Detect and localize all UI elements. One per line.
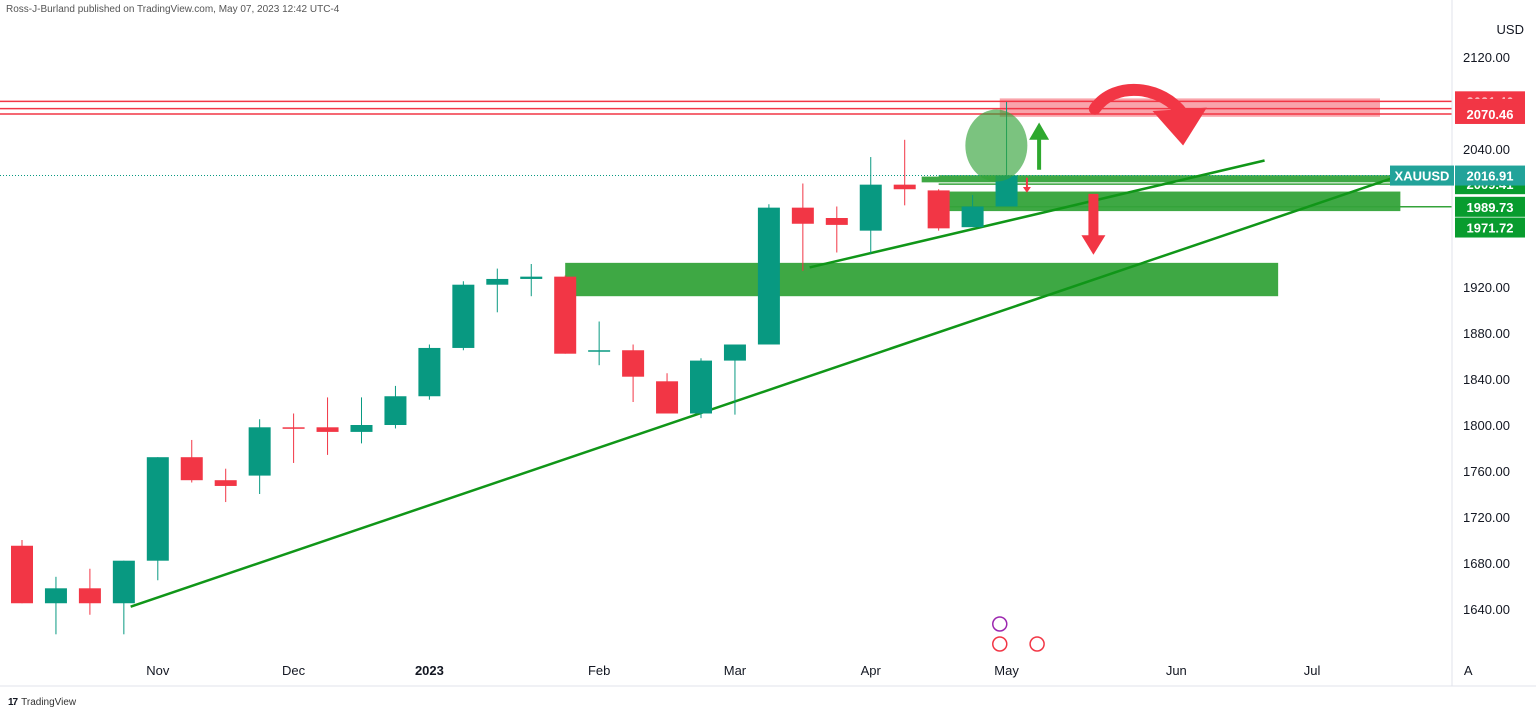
candle-down [316, 427, 339, 432]
price-tick-label: 1840.00 [1463, 372, 1510, 387]
support-zone [565, 262, 1279, 297]
candle-up [44, 588, 67, 604]
price-badge-label: 1989.73 [1467, 200, 1514, 215]
candle-down [791, 207, 814, 224]
candle-up [588, 350, 611, 352]
time-tick-label: Dec [282, 663, 306, 678]
us-event-icon [1029, 636, 1045, 652]
small-down-arrow-head-icon [1022, 186, 1031, 193]
price-tick-label: 2120.00 [1463, 50, 1510, 65]
candle-down [554, 276, 577, 354]
candle-down [282, 427, 305, 429]
candle-down [893, 184, 916, 190]
price-badge-label: 1971.72 [1467, 221, 1514, 236]
down-arrow-icon [1081, 193, 1106, 255]
candle-up [384, 396, 407, 425]
candle-down [622, 350, 645, 377]
time-tick-label: Jun [1166, 663, 1187, 678]
symbol-label: XAUUSD [1395, 169, 1450, 184]
candle-down [825, 218, 848, 225]
candle-up [350, 425, 373, 432]
last-price-badge [1455, 165, 1525, 186]
candle-up [961, 206, 984, 228]
annotations-layer [965, 83, 1207, 652]
price-tick-label: 1880.00 [1463, 326, 1510, 341]
candles-layer [11, 101, 1018, 635]
long-trendline [130, 175, 1398, 608]
candle-up [146, 457, 169, 561]
candle-up [757, 207, 780, 345]
price-badge [1455, 103, 1525, 124]
brand-label: TradingView [21, 697, 77, 708]
price-tick-label: 1720.00 [1463, 510, 1510, 525]
time-tick-label: Jul [1304, 663, 1321, 678]
candle-up [452, 284, 475, 348]
price-tick-label: 1920.00 [1463, 280, 1510, 295]
candle-down [214, 480, 237, 486]
candle-up [520, 276, 543, 279]
candle-up [248, 427, 271, 476]
time-tick-label: A [1464, 663, 1473, 678]
us-event-icon [992, 636, 1008, 652]
time-tick-label: May [994, 663, 1019, 678]
candle-down [656, 381, 679, 414]
published-header: Ross-J-Burland published on TradingView.… [6, 4, 340, 15]
candle-down [11, 545, 33, 604]
currency-label: USD [1496, 22, 1524, 37]
candle-down [180, 457, 203, 481]
time-tick-label: Mar [724, 663, 747, 678]
last-price-label: 2016.91 [1467, 169, 1514, 184]
price-tick-label: 1760.00 [1463, 464, 1510, 479]
candle-up [418, 347, 441, 397]
price-badge-label: 2070.46 [1467, 107, 1514, 122]
time-tick-label: Feb [588, 663, 610, 678]
candle-up [112, 560, 135, 604]
axis-layer: 1640.00 1680.00 1720.00 1760.00 1800.00 1840.… [0, 0, 1536, 687]
short-trendline [809, 159, 1265, 269]
price-tick-label: 1800.00 [1463, 418, 1510, 433]
up-arrow-icon [1029, 122, 1050, 170]
candle-up [690, 360, 712, 414]
candle-up [859, 184, 882, 231]
lightning-event-icon [992, 616, 1008, 632]
highlight-circle [965, 109, 1028, 182]
candle-down [927, 190, 950, 229]
price-badge [1455, 217, 1525, 238]
symbol-badge [1390, 165, 1454, 186]
curved-arrow-head-icon [1152, 107, 1207, 146]
tradingview-brand[interactable]: 17 TradingView [8, 697, 76, 708]
price-tick-label: 2040.00 [1463, 142, 1510, 157]
price-tick-label: 1640.00 [1463, 602, 1510, 617]
price-badge [1455, 196, 1525, 217]
tradingview-logo-icon: 17 [8, 697, 18, 708]
curved-arrow-icon [1088, 83, 1190, 121]
candle-up [995, 175, 1018, 207]
time-tick-label: Apr [861, 663, 882, 678]
time-tick-label: 2023 [415, 663, 444, 678]
candle-down [78, 588, 101, 604]
time-tick-label: Nov [146, 663, 170, 678]
candle-up [723, 344, 746, 361]
lines-layer [0, 100, 1452, 608]
support-zone [921, 176, 1414, 183]
candle-up [486, 278, 509, 285]
price-tick-label: 1680.00 [1463, 556, 1510, 571]
